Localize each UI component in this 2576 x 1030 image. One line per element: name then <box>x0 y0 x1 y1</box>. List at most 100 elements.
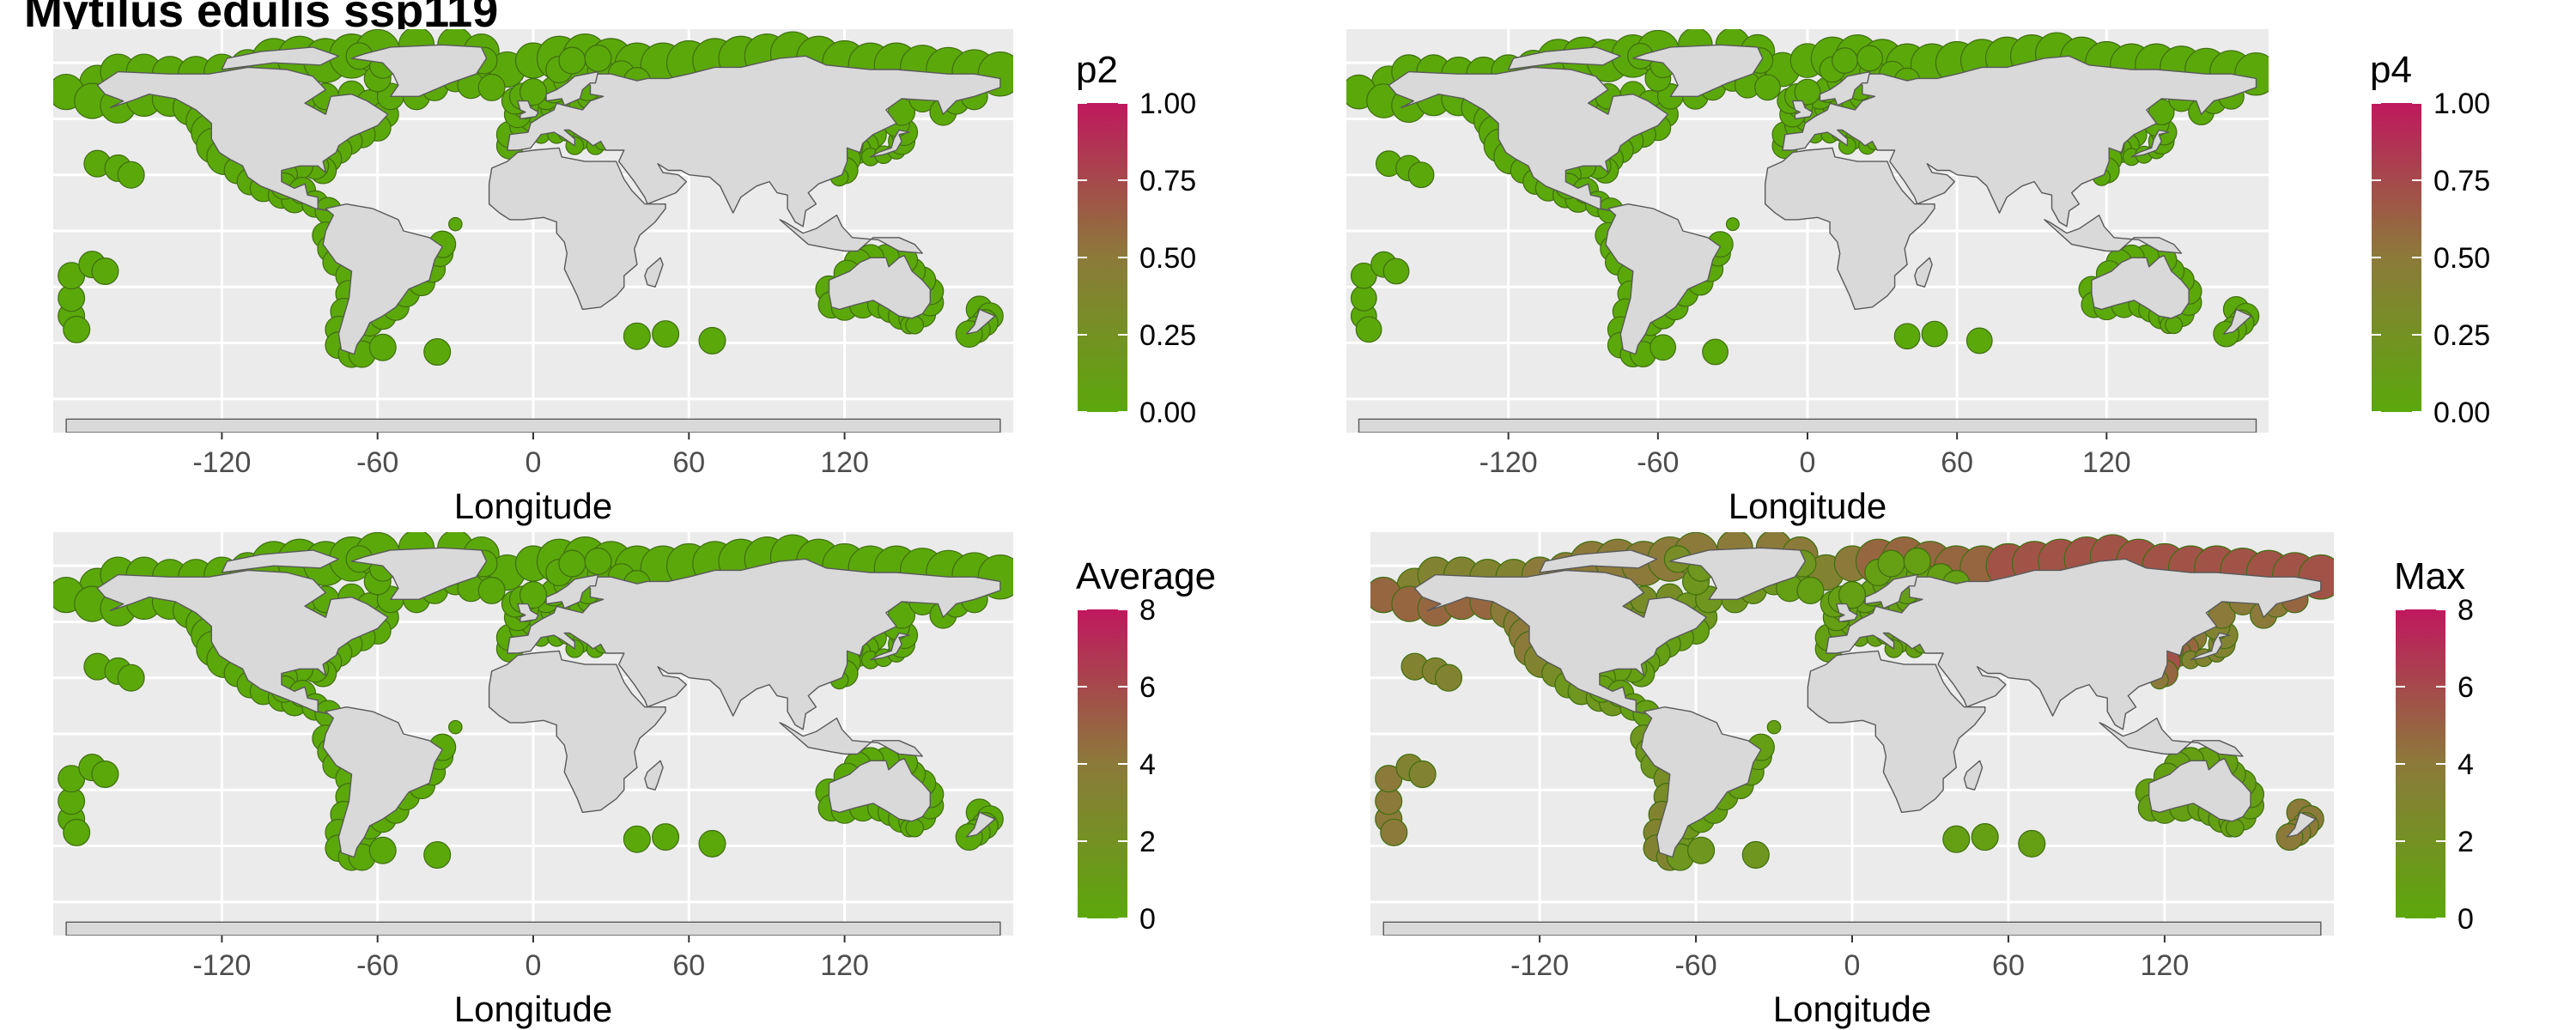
habitat-cell <box>1702 338 1729 366</box>
habitat-cell <box>368 333 397 361</box>
habitat-cell <box>652 320 680 348</box>
habitat-cell <box>1766 719 1782 735</box>
landmass-south-america <box>1640 706 1762 858</box>
landmass-antarctica <box>1382 921 2322 936</box>
x-tick-label: -120 <box>1479 446 1538 479</box>
landmass-north-america <box>96 66 389 212</box>
habitat-cell <box>2225 818 2245 838</box>
landmass-arctic-islands <box>221 46 340 70</box>
habitat-cell <box>91 257 119 286</box>
legend-tick-label: 0.00 <box>1139 397 1196 429</box>
landmass-japan <box>2190 632 2231 661</box>
landmass-antarctica <box>65 418 1001 433</box>
landmass-south-america <box>1605 203 1722 355</box>
x-axis-title: Longitude <box>454 989 613 1029</box>
habitat-cell <box>1971 823 1999 851</box>
legend-title: Average <box>1076 555 1216 597</box>
landmass-new-zealand <box>965 811 996 838</box>
habitat-cell <box>1408 760 1437 789</box>
landmass-australia <box>2148 758 2251 822</box>
land-layer <box>65 44 1001 433</box>
habitat-cell <box>448 719 463 735</box>
legend-tick-label: 1.00 <box>1139 88 1196 120</box>
x-tick-label: 120 <box>2141 949 2190 982</box>
habitat-cell <box>1754 74 1781 101</box>
landmass-australia <box>828 255 932 319</box>
legend-tick-label: 6 <box>2458 671 2474 704</box>
x-tick-label: 120 <box>820 949 869 982</box>
legend-tick-label: 0 <box>2458 903 2474 936</box>
legend-tick-label: 0.25 <box>1139 319 1196 352</box>
landmass-greenland <box>1632 44 1764 98</box>
landmass-madagascar <box>1914 257 1933 288</box>
habitat-cell <box>1903 547 1931 576</box>
landmass-new-zealand <box>2223 308 2252 335</box>
habitat-cell <box>1687 836 1716 864</box>
habitat-cell <box>1350 262 1377 289</box>
x-tick-label: -60 <box>356 446 398 479</box>
map-content <box>53 532 1013 936</box>
landmass-greenland <box>1668 547 1807 600</box>
landmass-madagascar <box>1963 760 1984 791</box>
legend-tick-label: 0.75 <box>1139 165 1196 197</box>
landmass-great-britain <box>517 603 539 623</box>
x-tick-label: 60 <box>1992 949 2025 982</box>
habitat-cell <box>423 840 452 869</box>
x-axis-title: Longitude <box>1728 486 1887 526</box>
x-tick-label: -120 <box>192 446 251 479</box>
landmass-indonesia <box>779 214 923 254</box>
landmass-antarctica <box>1358 418 2257 433</box>
landmass-africa <box>1764 147 1935 311</box>
landmass-scandinavia <box>1819 70 1871 106</box>
map-content <box>1370 532 2334 936</box>
coastal-habitat-layer <box>1346 29 2269 368</box>
landmass-japan <box>2130 129 2170 158</box>
habitat-cell <box>1407 161 1435 189</box>
landmass-eurasia <box>1782 55 2257 227</box>
habitat-cell <box>1380 818 1408 846</box>
x-tick-label: 60 <box>1941 446 1973 479</box>
map-panel-p2: -120 -60 0 60 120 Longitude <box>53 29 1013 526</box>
map-content <box>1346 29 2269 433</box>
land-layer <box>1382 547 2322 936</box>
legend-p4: p4 0.00 0.25 0.50 0.75 1.00 <box>2370 49 2490 429</box>
landmass-arctic-islands <box>1507 46 1622 70</box>
habitat-cell <box>1434 663 1463 692</box>
legend-tick-label: 4 <box>1139 748 1156 781</box>
x-tick-label: 120 <box>2082 446 2131 479</box>
legend-tick-label: 6 <box>1139 671 1156 704</box>
habitat-cell <box>1921 320 1948 348</box>
landmass-north-america <box>1413 569 1707 715</box>
landmass-africa <box>488 147 666 311</box>
habitat-cell <box>477 73 506 101</box>
habitat-cell <box>905 818 925 838</box>
landmass-indonesia <box>2099 718 2244 757</box>
habitat-cell <box>1794 78 1821 106</box>
landmass-scandinavia <box>1864 573 1918 609</box>
legend-tick-label: 8 <box>1139 594 1156 627</box>
landmass-new-zealand <box>965 308 996 335</box>
landmass-greenland <box>350 44 488 98</box>
habitat-cell <box>63 315 91 343</box>
x-tick-label: -60 <box>356 949 398 982</box>
land-layer <box>1358 44 2257 433</box>
habitat-cell <box>91 760 119 789</box>
landmass-greenland <box>350 547 488 600</box>
legend-tick-label: 0.00 <box>2433 397 2490 429</box>
habitat-cell <box>368 836 397 864</box>
habitat-cell <box>1877 549 1905 578</box>
map-panel-p4: -120 -60 0 60 120 Longitude <box>1346 29 2269 526</box>
x-tick-label: -60 <box>1674 949 1716 982</box>
x-tick-label: 60 <box>672 949 705 982</box>
habitat-cell <box>2165 316 2184 335</box>
land-layer <box>65 547 1001 936</box>
landmass-japan <box>870 632 910 661</box>
x-tick-label: -120 <box>1510 949 1569 982</box>
habitat-cell <box>117 161 145 189</box>
habitat-cell <box>558 549 586 578</box>
landmass-north-america <box>1388 66 1669 212</box>
landmass-scandinavia <box>545 573 599 609</box>
map-content <box>53 29 1013 433</box>
landmass-antarctica <box>65 921 1001 936</box>
habitat-cell <box>1796 576 1825 604</box>
